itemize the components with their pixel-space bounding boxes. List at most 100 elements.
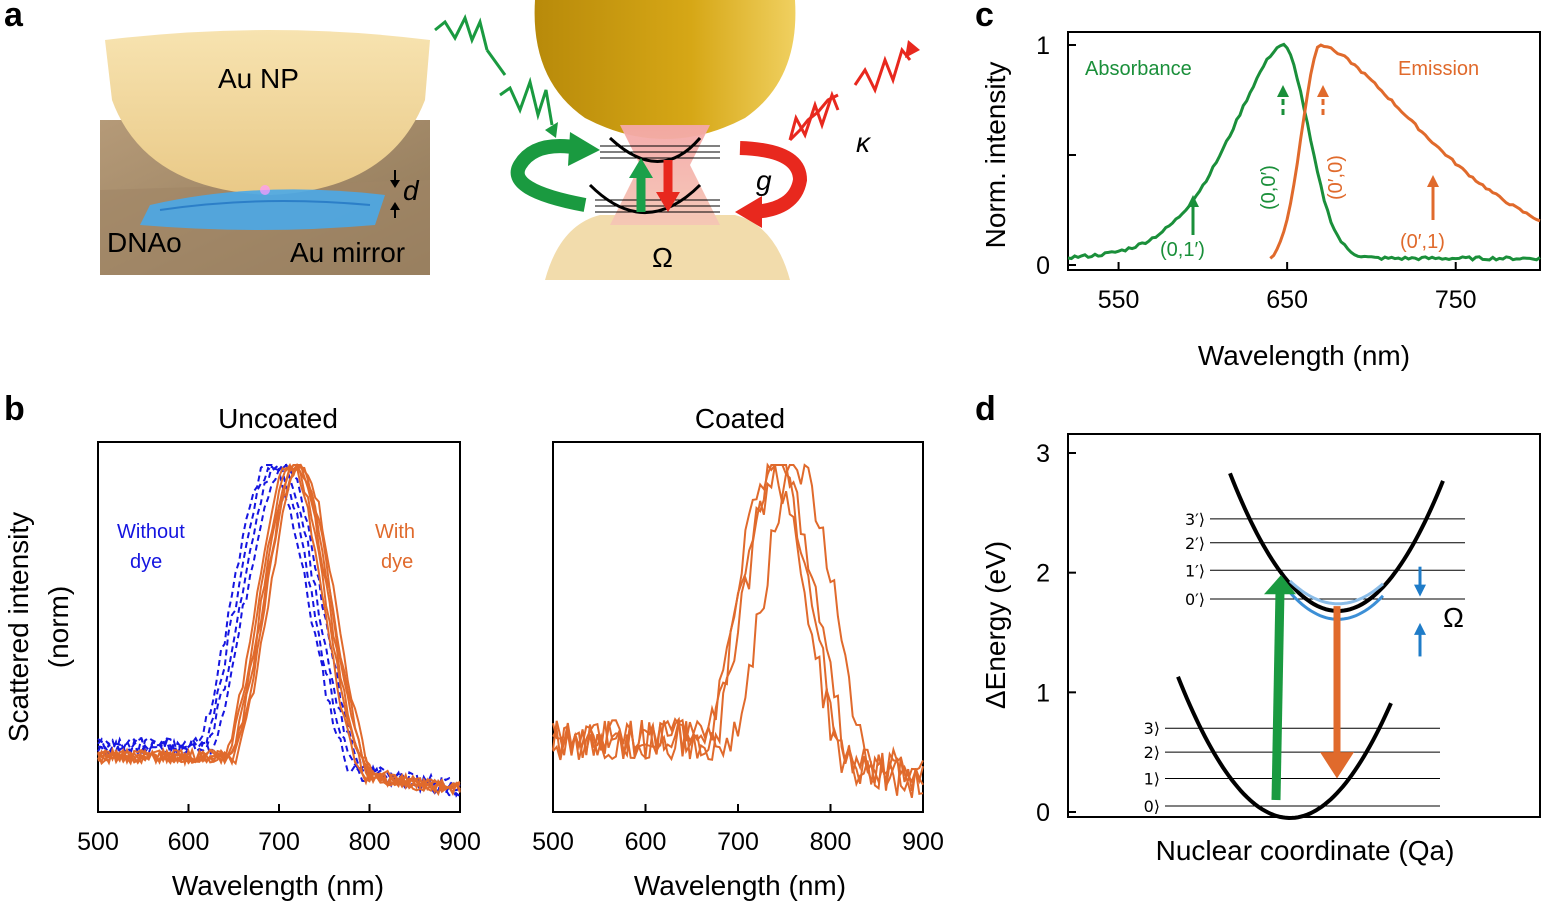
excited-level-label-1: 1′⟩ [1185, 561, 1205, 580]
panel-c-xticks: 550 650 750 [1098, 262, 1477, 314]
c-xtick-label-750: 750 [1435, 286, 1477, 314]
c-xtick-label-550: 550 [1098, 286, 1140, 314]
gap-label: d [403, 175, 420, 206]
xtick-label-700: 700 [258, 828, 300, 856]
xtick-label-500: 500 [77, 828, 119, 856]
with-dye-label-1: With [375, 521, 415, 543]
au-np-label: Au NP [218, 63, 299, 94]
ground-level-label-2: 2⟩ [1144, 743, 1160, 762]
c-xtick-label-650: 650 [1266, 286, 1308, 314]
ground-parabola [1176, 676, 1393, 821]
panel-d-omega: Ω [1443, 602, 1464, 633]
ann-0p0-arrow-head [1317, 85, 1329, 97]
excited-level-label-3: 3′⟩ [1185, 510, 1205, 529]
panel-c-xlabel: Wavelength (nm) [1198, 340, 1410, 371]
panel-b-uncoated: Uncoated 500 600 700 800 900 Wavelength (nm)… [3, 403, 481, 901]
xtick-label-500: 500 [532, 828, 574, 856]
without-dye-label-1: Without [117, 521, 185, 543]
ground-level-label-0: 0⟩ [1144, 797, 1160, 816]
panel-d: 0⟩ 1⟩ 2⟩ 3⟩ 0′⟩ 1′⟩ 2′⟩ 3′⟩ 0 1 2 3 Nuclear coordi… [980, 433, 1541, 866]
ann-01p-arrow-head [1187, 195, 1199, 207]
uncoated-xticks: 500 600 700 800 900 [77, 804, 481, 856]
coated-xticks: 500 600 700 800 900 [532, 804, 944, 856]
vib-label: Ω [652, 242, 673, 273]
xtick-label-800: 800 [810, 828, 852, 856]
uncoated-plot-area [97, 462, 461, 798]
emission-arrowhead [1320, 752, 1354, 779]
coated-xlabel: Wavelength (nm) [634, 870, 846, 901]
panel-c-yticks: 01 [1036, 32, 1076, 280]
excited-parabola [1228, 472, 1445, 614]
with-dye-label-2: dye [381, 551, 413, 573]
xtick-label-600: 600 [625, 828, 667, 856]
uncoated-xlabel: Wavelength (nm) [172, 870, 384, 901]
panel-label-b: b [4, 390, 25, 428]
green-circulation [510, 139, 587, 212]
panel-c-ylabel: Norm. intensity [980, 62, 1011, 249]
coated-line-2 [552, 464, 924, 786]
panel-c-plot-area [1067, 42, 1541, 262]
with-dye-line-9 [97, 463, 461, 793]
excited-level-label-2: 2′⟩ [1185, 534, 1205, 553]
excited-level-label-0: 0′⟩ [1185, 590, 1205, 609]
lower-parabola [588, 183, 702, 214]
red-circulation [739, 141, 808, 219]
dnao-label: DNAo [107, 227, 182, 258]
d-ytick-label-2: 2 [1036, 560, 1050, 588]
green-wavepacket-1 [434, 14, 489, 51]
xtick-label-800: 800 [349, 828, 391, 856]
xtick-label-600: 600 [168, 828, 210, 856]
panel-d-xlabel: Nuclear coordinate (Qa) [1156, 835, 1455, 866]
coated-title: Coated [695, 403, 785, 434]
ann-00p: (0,0′) [1258, 165, 1280, 210]
excitation-arrow [1271, 590, 1285, 801]
dnao-layer [140, 189, 385, 230]
panel-a-schematic: g κ Ω [434, 0, 920, 280]
uncoated-title: Uncoated [218, 403, 338, 434]
panel-d-ylabel: ΔEnergy (eV) [980, 541, 1011, 709]
d-ytick-label-3: 3 [1036, 440, 1050, 468]
green-wavepacket-2 [499, 76, 554, 126]
ann-01p: (0,1′) [1160, 239, 1205, 261]
au-nanoparticle [105, 30, 430, 195]
d-ytick-label-0: 0 [1036, 799, 1050, 827]
ground-level-label-1: 1⟩ [1144, 769, 1160, 788]
ann-0p1-arrow-head [1427, 175, 1439, 187]
hotspot [260, 185, 270, 195]
ann-0p1: (0′,1) [1400, 231, 1445, 253]
coated-line-3 [552, 463, 924, 791]
panel-d-yticks: 0 1 2 3 [1036, 440, 1076, 827]
omega-arrowhead-top [1414, 584, 1426, 597]
gold-mirror-bump [545, 215, 790, 280]
panel-label-d: d [975, 390, 996, 428]
emission-line [1269, 43, 1541, 260]
gold-nanoparticle [534, 0, 796, 139]
c-ytick-label-0: 0 [1036, 252, 1050, 280]
d-ytick-label-1: 1 [1036, 679, 1050, 707]
excitation-arrowhead [1264, 575, 1296, 595]
absorbance-label: Absorbance [1085, 58, 1192, 80]
b-ylabel-line2: (norm) [43, 586, 74, 668]
upper-polariton [1288, 579, 1384, 606]
xtick-label-900: 900 [439, 828, 481, 856]
upper-parabola [608, 136, 702, 163]
panel-label-c: c [975, 0, 994, 34]
ann-00p-arrow-head [1277, 85, 1289, 97]
without-dye-line-3 [97, 463, 461, 796]
panel-c-frame [1067, 31, 1541, 271]
panel-label-a: a [4, 0, 24, 34]
xtick-label-900: 900 [902, 828, 944, 856]
c-ytick-label-1: 1 [1036, 32, 1050, 60]
panel-c: 550 650 750 01 Wavelength (nm) Norm. inten… [980, 31, 1541, 371]
b-ylabel-line1: Scattered intensity [3, 512, 34, 742]
coupling-label: g [756, 165, 772, 196]
panel-c-annotations [1187, 85, 1439, 235]
red-wavepacket-2 [853, 46, 912, 94]
ann-0p0: (0′,0) [1325, 155, 1347, 200]
panel-d-frame [1067, 433, 1541, 818]
ground-level-label-3: 3⟩ [1144, 719, 1160, 738]
coated-line-1 [552, 462, 924, 795]
panel-a-render: Au NP DNAo Au mirror d [100, 30, 430, 275]
omega-arrowhead-bottom [1414, 622, 1426, 635]
